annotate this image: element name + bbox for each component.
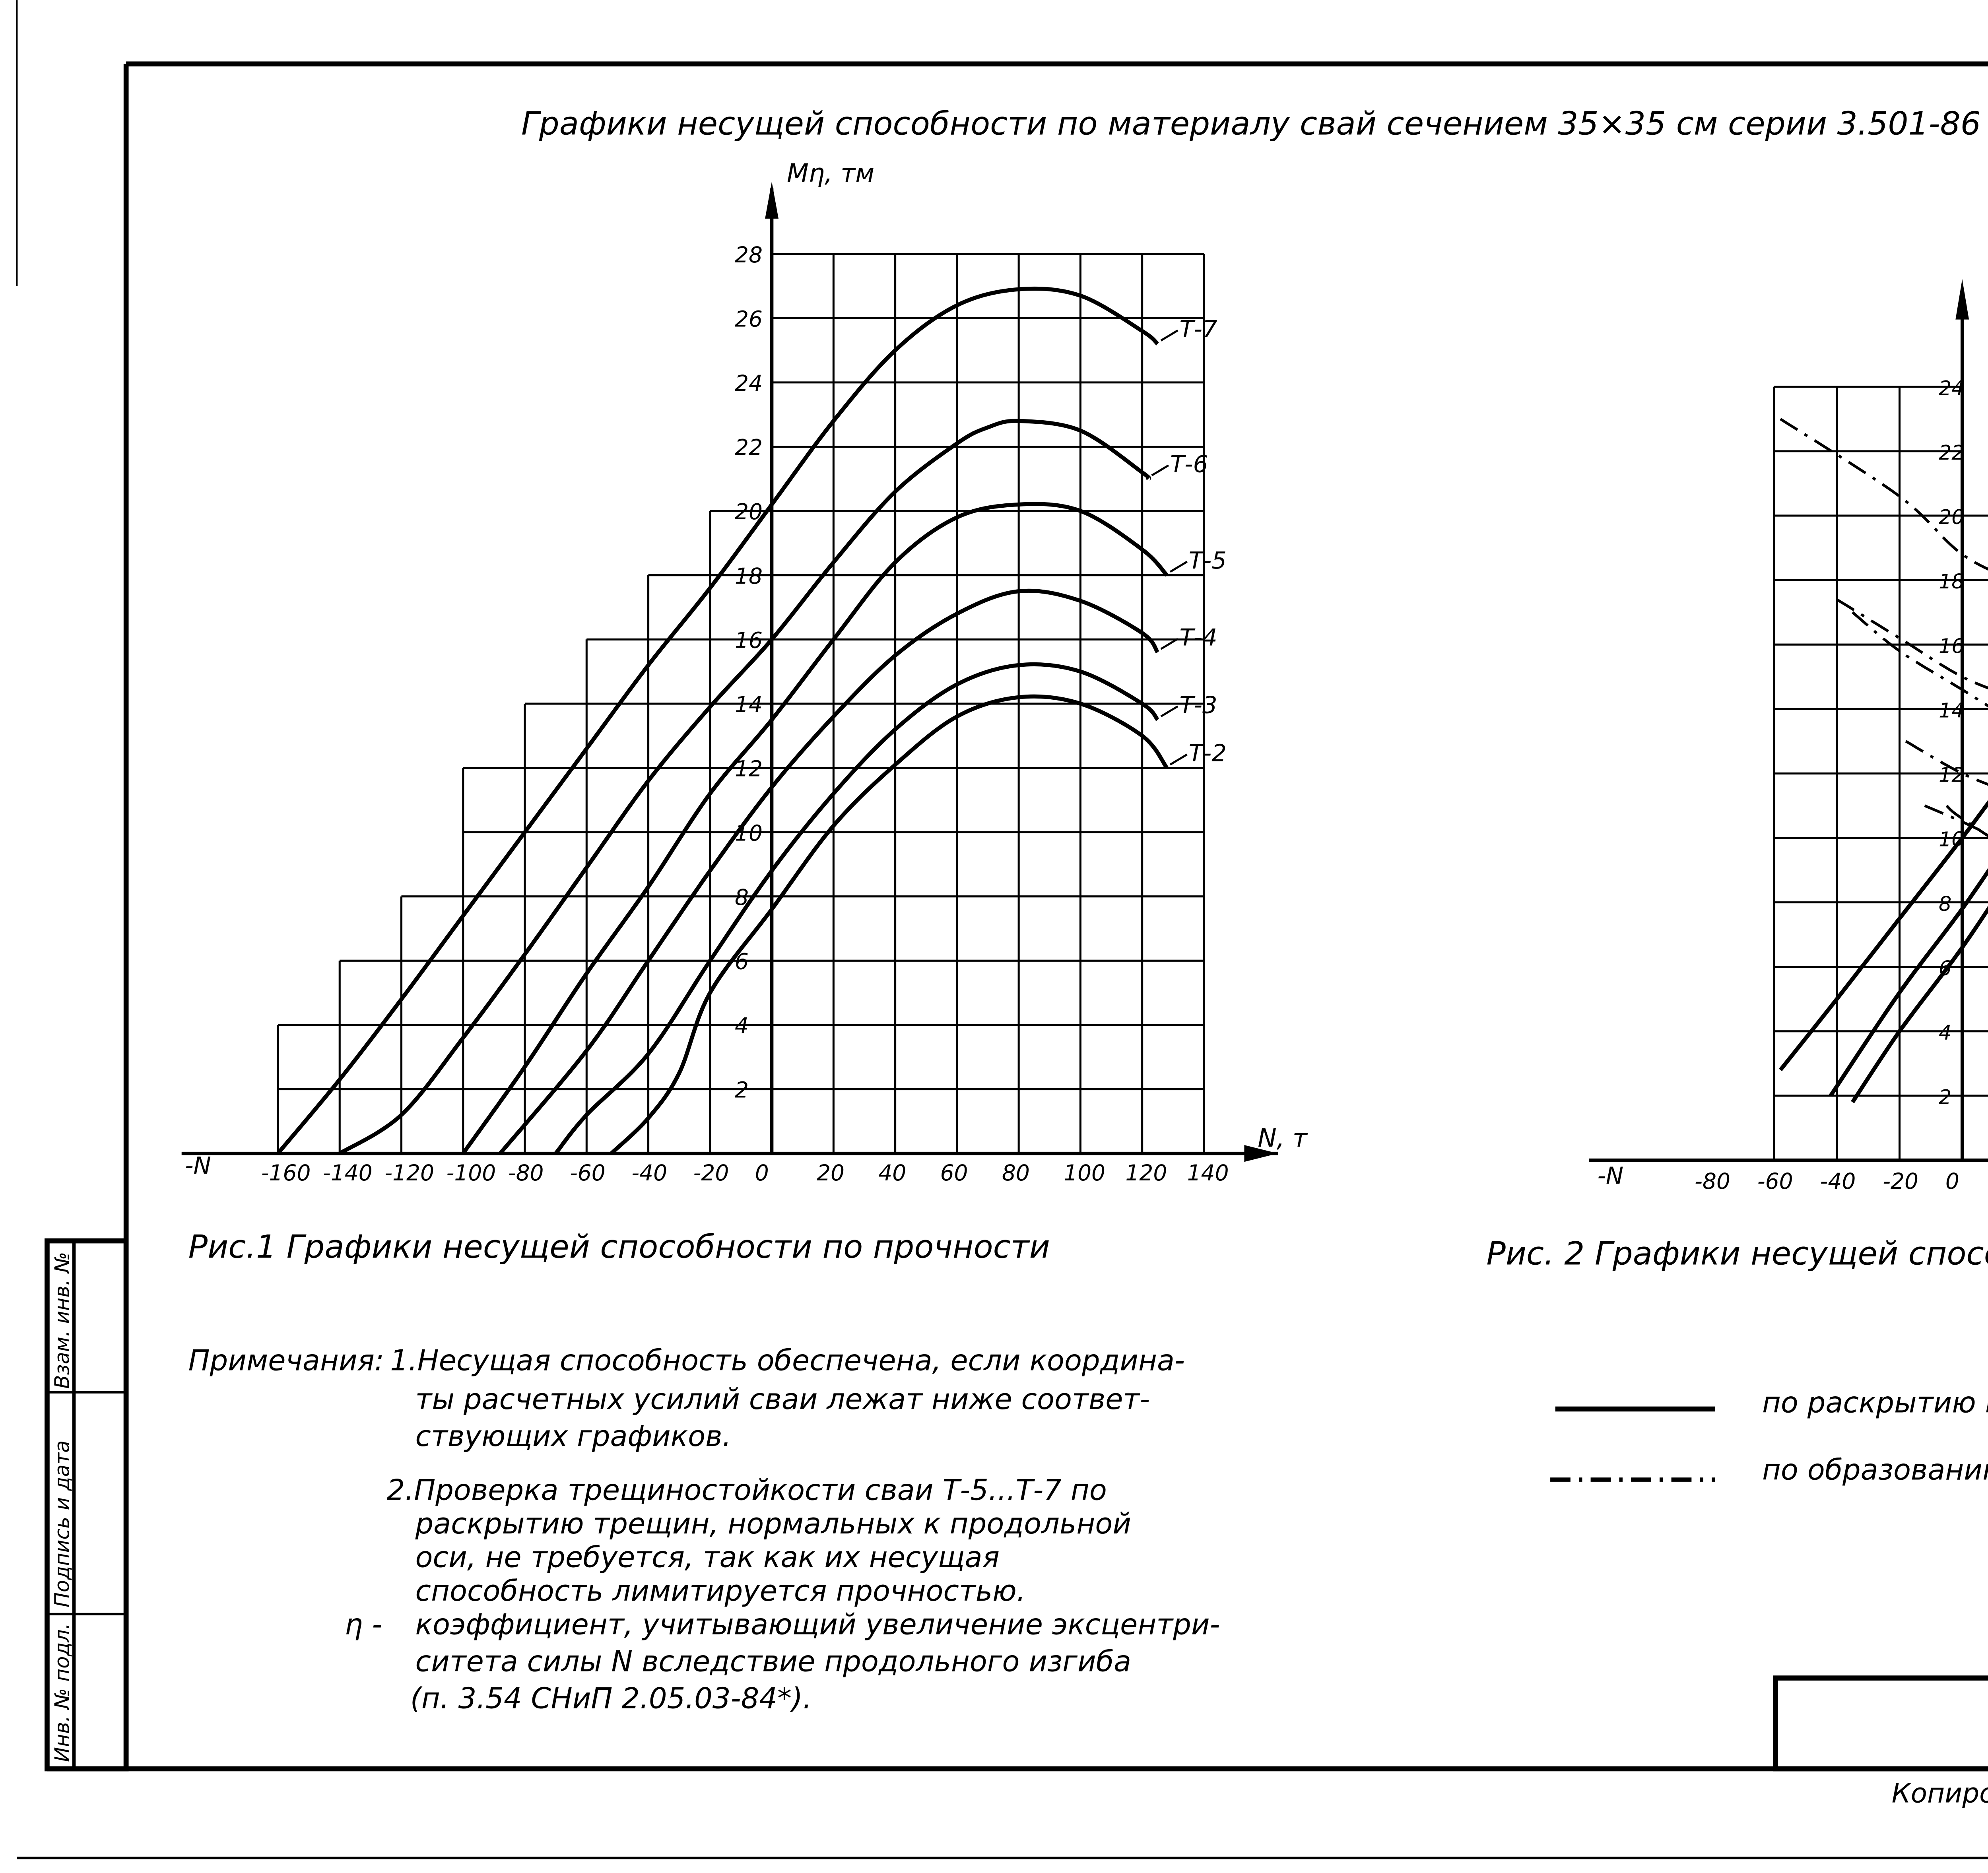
note-line: раскрытию трещин, нормальных к продольно… [415, 1507, 1131, 1540]
fig1-curve [499, 588, 1159, 1155]
note-line: ты расчетных усилий сваи лежат ниже соот… [415, 1382, 1150, 1416]
fig2-x-tick: -20 [1883, 1168, 1918, 1194]
fig2-y-tick: 2 [1939, 1085, 1951, 1109]
fig2-solid-curve [1778, 800, 1988, 1071]
fig1-x-tick: -60 [570, 1160, 606, 1186]
fig1-curve [610, 694, 1169, 1155]
fig1-y-tick: 4 [735, 1013, 749, 1038]
fig2-x-tick: 0 [1945, 1168, 1959, 1194]
fig2-caption: Рис. 2 Графики несущей способности по тр… [1486, 1234, 1988, 1272]
legend [1550, 1406, 1715, 1482]
fig1-x-tick: 60 [940, 1160, 968, 1186]
fig2-dashdot-curve [1852, 611, 1988, 708]
note-line: оси, не требуется, так как их несущая [415, 1540, 1000, 1574]
fig2-neg-label: -N [1598, 1162, 1624, 1189]
fig1-x-tick: -140 [323, 1160, 373, 1186]
fig1-x-tick: -80 [508, 1160, 544, 1186]
side-stamp [45, 1238, 129, 1772]
fig2-x-tick: -60 [1757, 1168, 1793, 1194]
fig2-solid-curve [1851, 906, 1988, 1103]
side-stamp-sign: Подпись и дата [50, 1440, 74, 1607]
fig1-curve [338, 419, 1151, 1155]
fig1-y-tick: 14 [735, 692, 763, 717]
side-stamp-inv: Инв. № подл. [50, 1623, 74, 1762]
fig1-x-tick: -40 [631, 1160, 667, 1186]
fig1-x-label: N, т [1258, 1123, 1308, 1153]
fig1-y-tick: 16 [735, 627, 763, 653]
notes-heading: Примечания: [188, 1344, 384, 1377]
fig2-y-tick: 18 [1939, 570, 1965, 593]
fig1-curve [554, 662, 1159, 1155]
fig1-x-tick: 100 [1064, 1160, 1105, 1186]
fig2-x-tick: -40 [1820, 1168, 1856, 1194]
fig1-x-tick: 20 [817, 1160, 845, 1186]
fig1-caption: Рис.1 Графики несущей способности по про… [188, 1228, 1050, 1265]
fig2-y-tick: 8 [1939, 892, 1951, 916]
copied-by: Копировал [1892, 1778, 1988, 1809]
fig1-curve-label: Т-6 [1170, 450, 1208, 477]
fig1-curve [461, 502, 1169, 1155]
fig2-solid-curve [1829, 868, 1988, 1097]
fig1-x-tick: 80 [1002, 1160, 1030, 1186]
fig1-curve-label: Т-5 [1189, 547, 1227, 574]
notes-list: 1.Несущая способность обеспечена, если к… [345, 1344, 1220, 1715]
note-line: 2.Проверка трещиностойкости сваи Т-5...Т… [387, 1473, 1107, 1506]
page-title: Графики несущей способности по материалу… [521, 105, 1981, 142]
note-line: (п. 3.54 СНиП 2.05.03-84*). [410, 1682, 812, 1715]
fig1-x-tick: 40 [878, 1160, 906, 1186]
side-stamp-replace: Взам. инв. № [50, 1252, 74, 1389]
fig1-curve-label: Т-2 [1189, 739, 1227, 767]
fig1-x-tick: -120 [384, 1160, 434, 1186]
fig1-x-tick: -100 [446, 1160, 496, 1186]
legend-dashdot-label: по образованию продольных трещин [1762, 1453, 1988, 1487]
fig1-curve [276, 286, 1159, 1155]
fig1-curve-label: Т-4 [1179, 624, 1217, 651]
fig1-x-tick: -160 [261, 1160, 311, 1186]
note-line: коэффициент, учитывающий увеличение эксц… [415, 1608, 1220, 1641]
fig2-y-tick: 22 [1939, 441, 1965, 464]
fig2-chart: -80-60-40-200204060801001201402468101214… [1589, 279, 1988, 1194]
note-line: 1.Несущая способность обеспечена, если к… [390, 1344, 1185, 1377]
fig1-x-tick: 120 [1125, 1160, 1167, 1186]
fig2-dashdot-curve [1905, 740, 1988, 786]
fig1-x-tick: 0 [755, 1160, 769, 1186]
fig2-y-tick: 16 [1939, 634, 1965, 658]
fig1-y-tick: 2 [735, 1077, 749, 1103]
fig2-y-tick: 4 [1939, 1021, 1951, 1044]
fig1-y-label: Mη, тм [787, 158, 874, 188]
fig2-y-tick: 14 [1939, 699, 1965, 722]
legend-solid-label: по раскрытию поперечных трещин [1762, 1386, 1988, 1419]
eta-symbol: η - [345, 1608, 382, 1641]
fig1-chart: -160 -140 -120 -100 -80 -60 -40 -20 0 20 40 60 80 100… [181, 181, 1278, 1186]
fig1-y-tick: 18 [735, 563, 763, 589]
fig1-y-tick: 28 [735, 242, 763, 268]
fig1-curve-label: Т-7 [1179, 315, 1217, 343]
fig2-x-tick: -80 [1695, 1168, 1730, 1194]
title-block [1773, 1675, 1988, 1772]
note-line: способность лимитируется прочностью. [415, 1574, 1026, 1607]
fig1-y-tick: 26 [735, 306, 763, 332]
fig1-neg-label: -N [185, 1152, 211, 1179]
fig2-y-tick: 20 [1939, 505, 1965, 529]
fig1-y-tick: 24 [735, 371, 763, 396]
fig1-x-tick: 140 [1187, 1160, 1229, 1186]
note-line: ситета силы N вследствие продольного изг… [415, 1645, 1132, 1678]
fig2-y-tick: 24 [1939, 377, 1965, 400]
fig1-curve-label: Т-3 [1179, 691, 1217, 718]
note-line: ствующих графиков. [415, 1419, 732, 1453]
fig1-x-tick: -20 [693, 1160, 729, 1186]
fig1-y-tick: 22 [735, 435, 763, 460]
